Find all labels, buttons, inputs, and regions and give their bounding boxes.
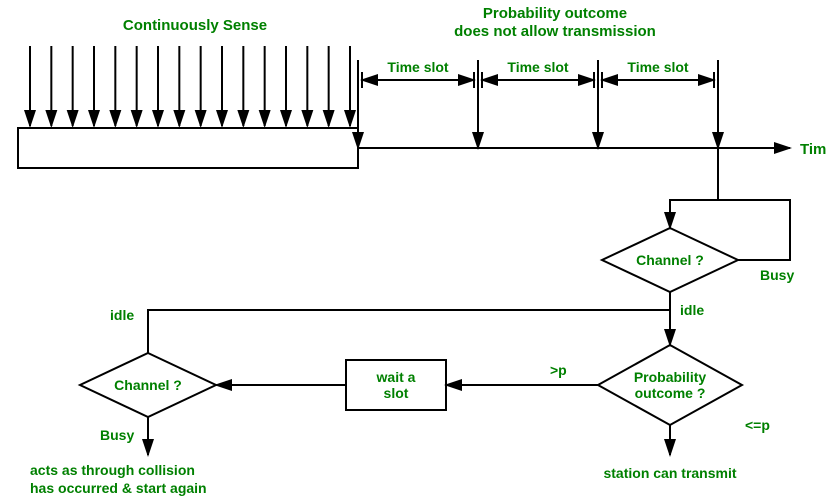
channel-top-text: Channel ?: [636, 252, 704, 268]
time-slot-label: Time slot: [507, 59, 569, 75]
collision-text-2: has occurred & start again: [30, 480, 207, 496]
slot-brackets-group: Time slot Time slot Time slot: [362, 59, 714, 88]
edge-timeline-to-channel: [670, 148, 718, 228]
gt-p-label: >p: [550, 362, 567, 378]
busy-label-top: Busy: [760, 267, 794, 283]
continuously-sense-label: Continuously Sense: [123, 17, 267, 34]
time-slot-label: Time slot: [627, 59, 689, 75]
csma-diagram: Continuously Sense Probability outcome d…: [0, 0, 827, 502]
idle-loop-path: [148, 310, 670, 353]
prob-outcome-text-2: outcome ?: [635, 385, 706, 401]
time-label: Time: [800, 141, 827, 158]
busy-loop-path: [670, 200, 790, 260]
station-tx-label: station can transmit: [603, 465, 736, 481]
prob-outcome-text-1: Probability: [634, 369, 707, 385]
wait-slot-text-2: slot: [384, 385, 409, 401]
sense-arrows-group: [30, 46, 350, 126]
collision-text-1: acts as through collision: [30, 462, 195, 478]
wait-slot-text-1: wait a: [376, 369, 416, 385]
prob-no-tx-label-2: does not allow transmission: [454, 23, 656, 40]
idle-label-left: idle: [110, 307, 134, 323]
idle-label-top: idle: [680, 302, 704, 318]
busy-label-left: Busy: [100, 427, 134, 443]
time-slot-label: Time slot: [387, 59, 449, 75]
busy-channel-rect: [18, 128, 358, 168]
prob-no-tx-label-1: Probability outcome: [483, 5, 627, 22]
le-p-label: <=p: [745, 417, 770, 433]
channel-left-text: Channel ?: [114, 377, 182, 393]
